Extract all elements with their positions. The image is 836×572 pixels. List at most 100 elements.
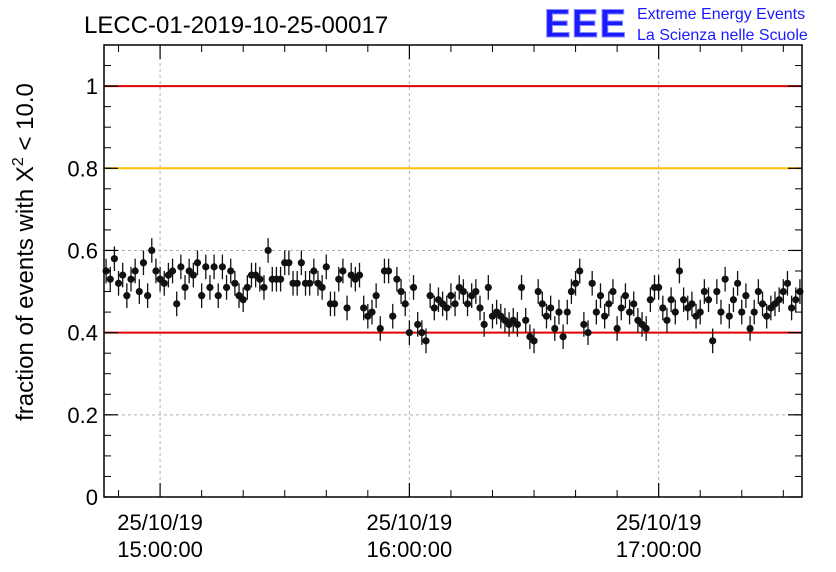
plot-frame: [103, 44, 803, 498]
data-point: [393, 266, 401, 292]
data-marker: [318, 283, 326, 292]
data-marker: [106, 275, 114, 283]
data-point: [343, 295, 351, 321]
logo-line-1: Extreme Energy Events: [637, 6, 805, 23]
logo-line-2: La Scienza nelle Scuole: [637, 27, 808, 44]
data-marker: [297, 259, 305, 267]
y-tick-label: 0.8: [67, 156, 98, 181]
y-axis-label-tail: < 10.0: [12, 83, 39, 157]
data-marker: [210, 263, 218, 271]
y-tick-label: 1: [86, 74, 98, 99]
data-marker: [173, 300, 181, 308]
data-marker: [613, 324, 621, 333]
data-marker: [418, 329, 426, 337]
data-marker: [206, 283, 214, 292]
data-point: [601, 303, 609, 329]
data-point: [202, 254, 210, 280]
data-marker: [788, 304, 796, 312]
data-point: [368, 299, 376, 325]
data-marker: [530, 337, 538, 345]
data-point: [148, 238, 156, 263]
data-marker: [704, 296, 713, 304]
eee-logo: EEE Extreme Energy Events La Scienza nel…: [544, 2, 808, 47]
data-point: [584, 320, 592, 345]
data-marker: [758, 300, 767, 308]
data-point: [555, 299, 563, 325]
y-tick-label: 0.4: [67, 321, 98, 346]
x-tick-date-label: 25/10/19: [117, 510, 203, 535]
data-marker: [198, 292, 206, 300]
data-point: [339, 258, 347, 284]
data-marker: [152, 267, 160, 275]
data-marker: [675, 267, 684, 275]
data-marker: [584, 329, 592, 337]
data-point: [389, 303, 397, 329]
data-marker: [659, 304, 667, 312]
chart-title: LECC-01-2019-10-25-00017: [84, 12, 388, 39]
data-point: [459, 279, 467, 304]
data-marker: [655, 283, 663, 292]
logo-mark: EEE: [544, 2, 627, 46]
data-marker: [688, 300, 696, 308]
data-point: [119, 262, 127, 288]
data-marker: [148, 246, 156, 255]
data-marker: [547, 304, 555, 312]
y-axis-label-main: fraction of events with X: [12, 166, 39, 421]
data-marker: [123, 292, 131, 300]
data-marker: [430, 304, 438, 312]
data-marker: [222, 283, 231, 292]
data-marker: [588, 279, 596, 287]
data-point: [351, 266, 359, 292]
data-point: [293, 271, 301, 296]
data-point: [439, 291, 447, 317]
data-point: [472, 279, 480, 304]
y-tick-label: 0.6: [67, 238, 98, 263]
data-point: [193, 250, 202, 276]
data-marker: [293, 279, 301, 287]
data-marker: [181, 283, 189, 292]
data-point: [376, 316, 384, 341]
data-marker: [630, 300, 638, 308]
data-marker: [559, 333, 567, 341]
data-marker: [276, 275, 285, 283]
data-marker: [360, 304, 368, 312]
data-point: [742, 283, 750, 308]
data-marker: [775, 296, 783, 304]
data-point: [646, 287, 654, 313]
data-marker: [601, 312, 609, 320]
data-point: [135, 279, 143, 304]
data-point: [588, 271, 596, 296]
data-point: [264, 238, 272, 263]
data-point: [567, 279, 576, 304]
data-marker: [339, 267, 347, 275]
data-point: [526, 324, 534, 350]
data-marker: [696, 308, 704, 316]
data-point: [430, 295, 438, 321]
data-point: [713, 279, 721, 304]
data-point: [592, 299, 600, 325]
data-point: [667, 287, 675, 313]
data-point: [385, 258, 393, 284]
data-point: [559, 324, 567, 350]
data-point: [655, 275, 663, 300]
data-marker: [414, 320, 422, 329]
data-point: [314, 271, 322, 296]
data-marker: [750, 308, 758, 316]
data-point: [318, 275, 326, 300]
data-marker: [168, 267, 177, 275]
y-axis-label-sup: 2: [10, 157, 27, 166]
data-point: [763, 303, 771, 329]
data-marker: [264, 246, 272, 255]
data-point: [139, 250, 148, 276]
data-point: [779, 279, 787, 304]
data-marker: [625, 308, 634, 316]
data-points: [102, 238, 804, 354]
data-marker: [709, 337, 717, 345]
data-point: [480, 312, 488, 337]
data-marker: [127, 275, 135, 283]
data-point: [513, 312, 521, 337]
data-point: [754, 279, 762, 304]
data-point: [322, 254, 330, 280]
data-marker: [306, 279, 314, 287]
data-marker: [243, 283, 251, 292]
